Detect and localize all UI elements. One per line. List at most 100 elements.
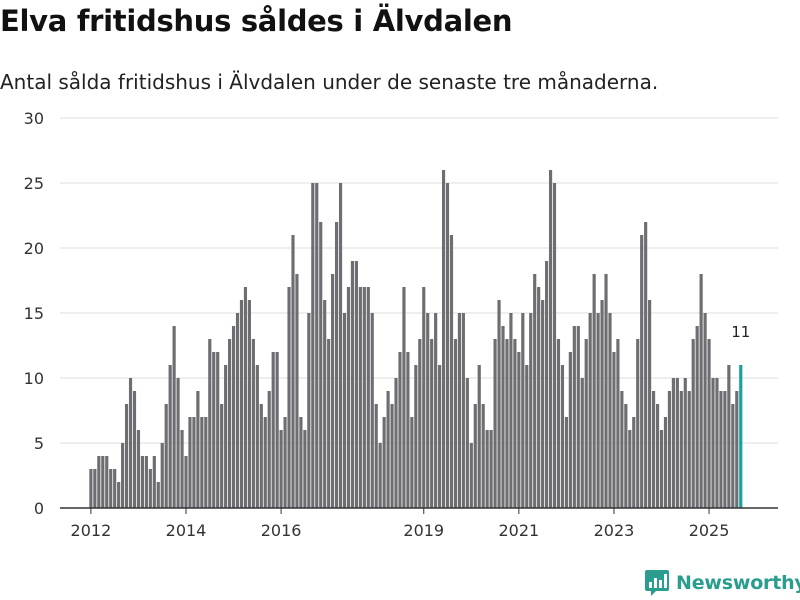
bar <box>548 170 553 508</box>
bar <box>695 326 699 508</box>
bar <box>675 378 679 508</box>
bar <box>525 365 529 508</box>
bar <box>711 378 715 508</box>
bar <box>489 430 493 508</box>
bar <box>533 274 537 508</box>
bar <box>572 326 576 508</box>
bar <box>608 313 612 508</box>
bar <box>243 287 248 508</box>
bar <box>588 313 592 508</box>
bar <box>295 274 299 508</box>
y-tick-label: 30 <box>24 109 44 128</box>
bar <box>335 222 339 508</box>
bar <box>445 183 450 508</box>
x-tick-label: 2012 <box>71 521 112 540</box>
bar <box>659 430 664 508</box>
bar <box>545 261 549 508</box>
bar <box>505 339 509 508</box>
bar <box>394 378 398 508</box>
bar <box>200 417 204 508</box>
bar <box>382 417 386 508</box>
bar <box>537 287 541 508</box>
bar <box>204 417 208 508</box>
bar <box>580 378 584 508</box>
bar <box>342 313 347 508</box>
bar <box>568 352 572 508</box>
bar <box>620 391 624 508</box>
bar <box>473 404 477 508</box>
bar <box>477 365 481 508</box>
bar <box>378 443 382 508</box>
chart-subtitle: Antal sålda fritidshus i Älvdalen under … <box>0 70 659 94</box>
bar <box>148 469 152 508</box>
chart-title: Elva fritidshus såldes i Älvdalen <box>0 4 513 38</box>
y-tick-label: 25 <box>24 174 44 193</box>
bar <box>715 378 719 508</box>
bar <box>731 404 735 508</box>
bar <box>648 300 652 508</box>
bar <box>517 352 521 508</box>
bar <box>287 287 291 508</box>
bar <box>667 391 672 508</box>
bar-highlight <box>739 365 743 508</box>
highlight-value-label: 11 <box>731 323 750 341</box>
bar <box>457 313 461 508</box>
chart-logo-icon <box>645 570 669 596</box>
bar <box>501 326 505 508</box>
bar <box>156 482 160 508</box>
bar <box>671 378 675 508</box>
y-tick-label: 5 <box>34 434 44 453</box>
x-tick-label: 2023 <box>594 521 635 540</box>
bar <box>461 313 465 508</box>
bar <box>612 352 616 508</box>
bar <box>687 391 691 508</box>
bar <box>414 365 418 508</box>
bar <box>251 339 255 508</box>
bar <box>703 313 707 508</box>
bar <box>485 430 489 508</box>
bar <box>188 417 192 508</box>
y-tick-label: 15 <box>24 304 44 323</box>
bar <box>735 391 739 508</box>
bar <box>624 404 628 508</box>
bar <box>279 430 283 508</box>
x-tick-label: 2025 <box>689 521 730 540</box>
bar <box>386 391 390 508</box>
bar <box>497 300 501 508</box>
bar <box>402 287 406 508</box>
bar <box>176 378 180 508</box>
bar <box>152 456 156 508</box>
bar <box>592 274 596 508</box>
bar <box>422 287 426 508</box>
bar <box>327 339 331 508</box>
bar <box>97 456 101 508</box>
bar <box>430 339 434 508</box>
bar <box>235 313 240 508</box>
bar <box>683 378 687 508</box>
bar <box>418 339 422 508</box>
bar <box>644 222 648 508</box>
bar <box>398 352 402 508</box>
bar <box>255 365 259 508</box>
bar <box>481 404 485 508</box>
data-labels: 11 <box>731 323 750 341</box>
bar <box>366 287 370 508</box>
bar <box>596 313 600 508</box>
bar <box>212 352 216 508</box>
bar <box>346 287 351 508</box>
bar <box>283 417 287 508</box>
bar <box>160 443 164 508</box>
bar <box>105 456 109 508</box>
bar <box>640 235 644 508</box>
bar <box>180 430 184 508</box>
bar <box>406 352 410 508</box>
bar <box>707 339 711 508</box>
newsworthy-logo: Newsworthy <box>644 568 800 598</box>
bar <box>319 222 323 508</box>
x-axis: 2012 2014 2016 2019 2021 2023 2025 <box>60 507 778 540</box>
bar <box>144 456 148 508</box>
bar <box>679 391 683 508</box>
bar <box>338 183 343 508</box>
bar <box>128 378 133 508</box>
